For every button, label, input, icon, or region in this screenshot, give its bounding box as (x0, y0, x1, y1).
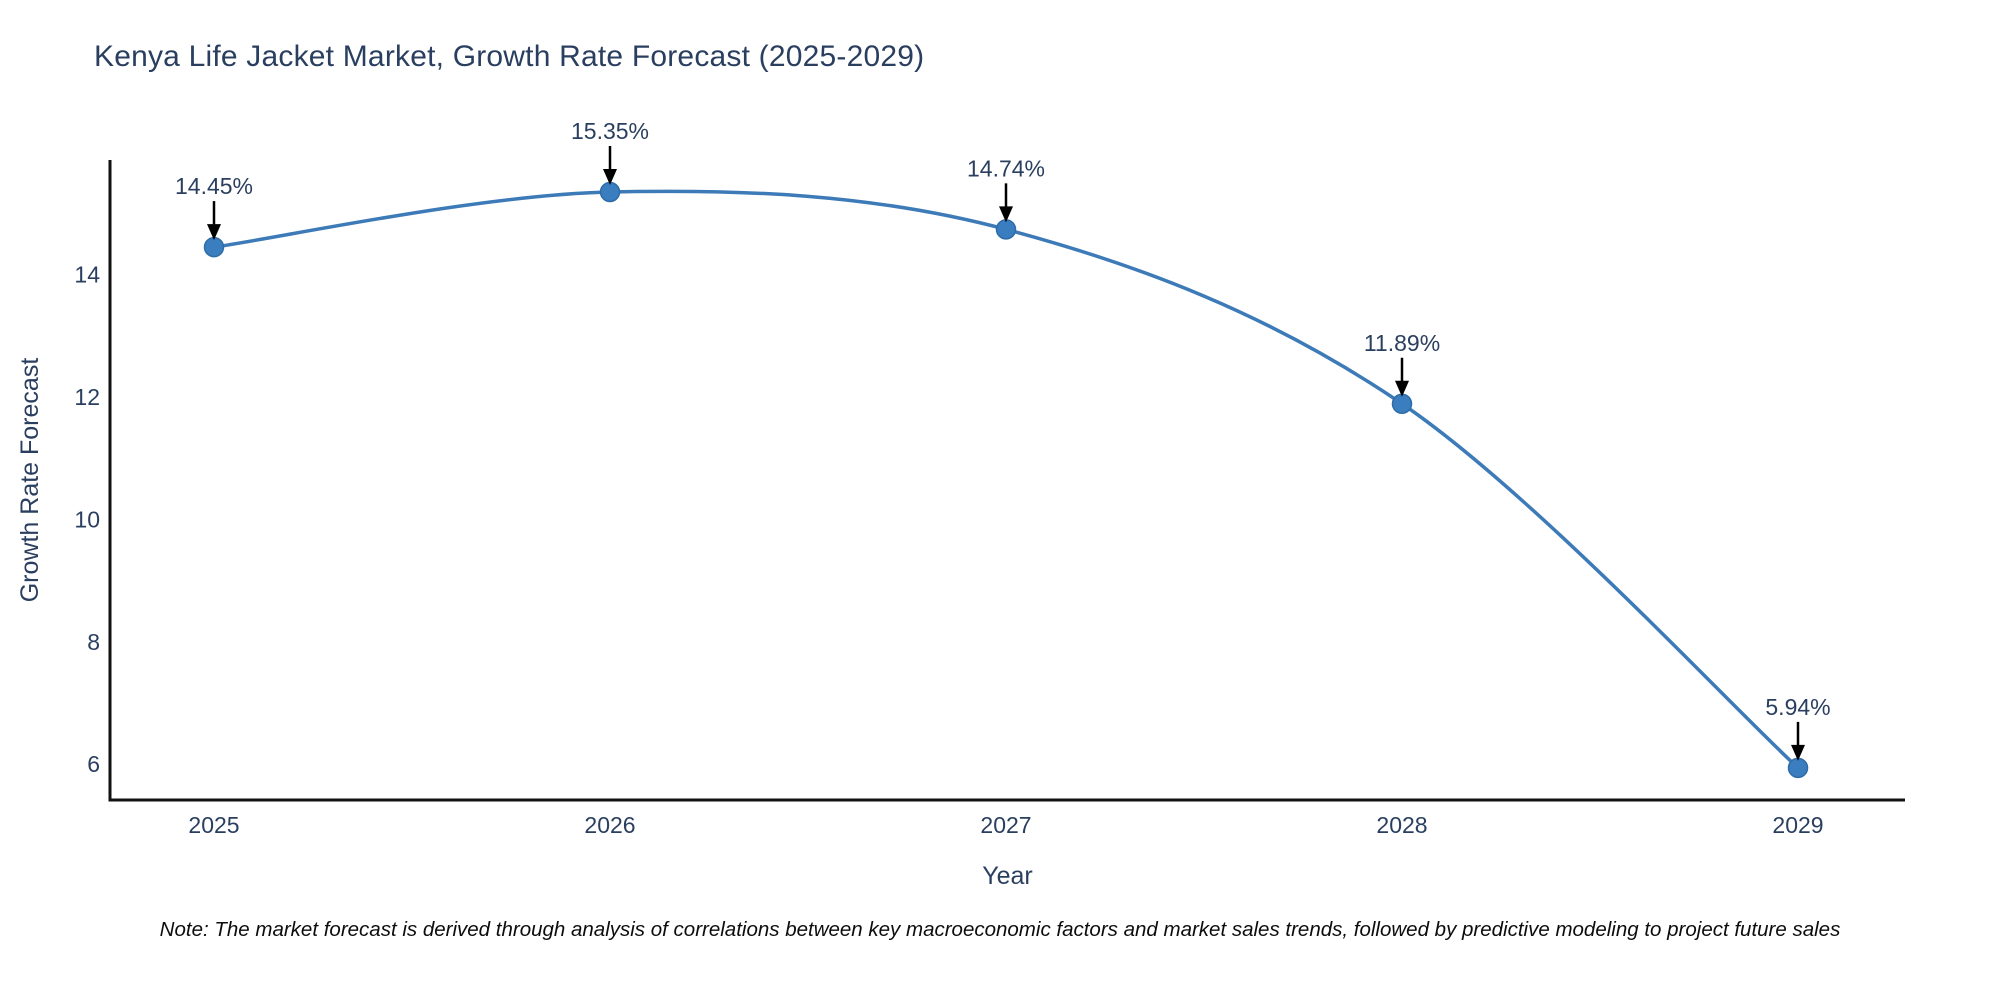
annotation-arrowhead-icon (999, 206, 1013, 223)
y-tick-label: 6 (87, 751, 100, 777)
annotation-arrowhead-icon (1395, 380, 1409, 397)
data-point-label: 5.94% (1765, 694, 1830, 720)
data-point-label: 15.35% (571, 118, 649, 144)
x-tick-label: 2025 (188, 812, 239, 838)
x-tick-label: 2029 (1772, 812, 1823, 838)
data-point-label: 11.89% (1364, 330, 1440, 356)
data-point-marker-2029 (1787, 757, 1809, 779)
annotation-arrowhead-icon (207, 224, 221, 241)
y-tick-label: 12 (74, 384, 100, 410)
chart-title: Kenya Life Jacket Market, Growth Rate Fo… (94, 40, 925, 73)
y-axis-title: Growth Rate Forecast (16, 358, 44, 603)
data-point-marker-2028 (1391, 393, 1413, 415)
x-tick-label: 2028 (1376, 812, 1427, 838)
x-tick-label: 2027 (980, 812, 1031, 838)
annotation-arrowhead-icon (1791, 744, 1805, 761)
y-tick-label: 10 (74, 506, 100, 532)
data-point-marker-2026 (599, 181, 621, 203)
data-point-marker-2025 (203, 236, 225, 258)
x-axis-title: Year (982, 862, 1033, 890)
data-point-marker-2027 (995, 219, 1017, 240)
y-tick-label: 14 (74, 262, 100, 288)
data-point-label: 14.45% (175, 173, 253, 199)
annotation-arrowhead-icon (603, 169, 617, 185)
forecast-line (213, 189, 1800, 770)
x-tick-label: 2026 (584, 812, 635, 838)
y-tick-label: 8 (87, 629, 100, 655)
data-point-label: 14.74% (967, 155, 1045, 181)
chart-footnote: Note: The market forecast is derived thr… (159, 918, 1841, 941)
